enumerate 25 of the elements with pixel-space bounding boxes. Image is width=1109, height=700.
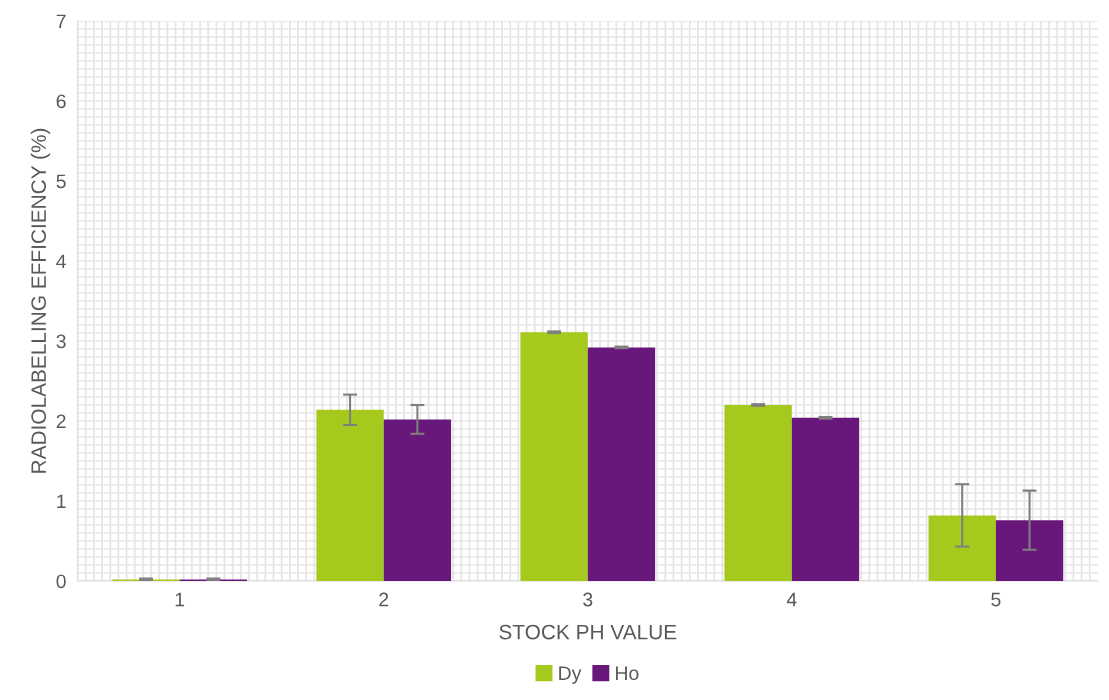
- bar: [520, 332, 588, 581]
- x-tick-label: 3: [583, 592, 593, 607]
- bar: [383, 419, 452, 581]
- x-tick-label: 2: [379, 592, 389, 607]
- bar: [316, 409, 384, 581]
- y-tick-label: 0: [56, 574, 66, 589]
- y-axis-title: RADIOLABELLING EFFICIENCY (%): [30, 128, 51, 473]
- x-tick-label: 1: [175, 592, 185, 607]
- bar: [587, 347, 656, 581]
- y-tick-label: 5: [56, 174, 66, 189]
- x-tick-label: 5: [991, 592, 1001, 607]
- y-tick-label: 3: [56, 334, 66, 349]
- y-tick-label: 4: [56, 254, 66, 269]
- legend-label: Ho: [616, 666, 639, 681]
- bar: [791, 417, 860, 581]
- y-tick-label: 7: [56, 14, 66, 29]
- x-axis-title: STOCK PH VALUE: [499, 624, 677, 640]
- y-tick-label: 6: [56, 94, 66, 109]
- bar: [724, 405, 792, 581]
- bar: [928, 515, 996, 581]
- y-tick-label: 2: [56, 414, 66, 429]
- legend-label: Dy: [559, 666, 582, 684]
- y-tick-label: 1: [57, 494, 66, 509]
- x-tick-label: 4: [786, 592, 797, 607]
- bar: [995, 520, 1064, 581]
